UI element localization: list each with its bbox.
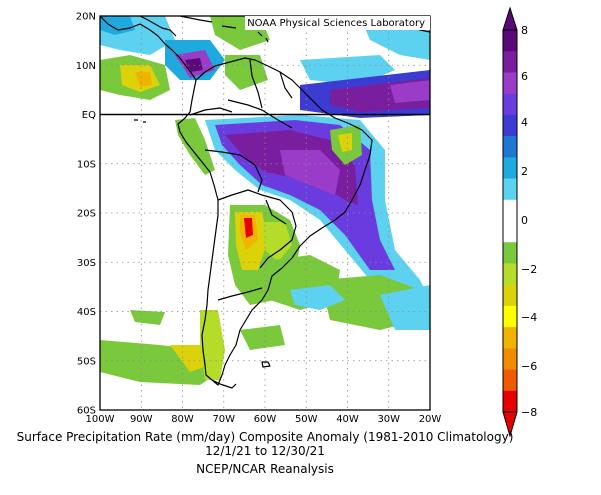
lon-label: 20W bbox=[419, 414, 442, 425]
colorbar-segment bbox=[503, 348, 517, 370]
lat-label: 20S bbox=[77, 209, 96, 220]
lon-label: 50W bbox=[295, 414, 318, 425]
precipitation-anomaly-field bbox=[100, 16, 430, 410]
figure-caption-line1: Surface Precipitation Rate (mm/day) Comp… bbox=[16, 430, 514, 444]
colorbar-label: 8 bbox=[521, 24, 528, 37]
colorbar-label: −6 bbox=[521, 360, 537, 373]
colorbar-segments bbox=[503, 30, 517, 413]
lat-label: 30S bbox=[77, 258, 96, 269]
lat-label: 20N bbox=[76, 12, 96, 23]
lat-label: 50S bbox=[77, 356, 96, 367]
lon-label: 90W bbox=[130, 414, 153, 425]
colorbar-segment bbox=[503, 72, 517, 94]
colorbar-segment bbox=[503, 390, 517, 413]
colorbar-label: −8 bbox=[521, 406, 537, 419]
coastlines bbox=[100, 16, 430, 389]
colorbar-label: 2 bbox=[521, 165, 528, 178]
lon-label: 60W bbox=[254, 414, 277, 425]
colorbar-label: 0 bbox=[521, 214, 528, 227]
colorbar-segment bbox=[503, 93, 517, 116]
figure-caption-line2: 12/1/21 to 12/30/21 bbox=[205, 444, 325, 458]
lat-label: EQ bbox=[82, 110, 96, 121]
colorbar-segment bbox=[503, 242, 517, 264]
colorbar-label: −2 bbox=[521, 263, 537, 276]
lon-label: 80W bbox=[171, 414, 194, 425]
colorbar-segment bbox=[503, 221, 517, 243]
lat-label: 10N bbox=[76, 61, 96, 72]
longitude-labels: 100W 90W 80W 70W 60W 50W 40W 30W 20W bbox=[86, 414, 442, 425]
lon-label: 70W bbox=[212, 414, 235, 425]
colorbar-segment bbox=[503, 136, 517, 158]
colorbar-segment bbox=[503, 305, 517, 328]
figure-caption-line3: NCEP/NCAR Reanalysis bbox=[196, 462, 334, 476]
colorbar-segment bbox=[503, 284, 517, 307]
latitude-labels: 20N 10N EQ 10S 20S 30S 40S 50S 60S bbox=[76, 12, 96, 417]
colorbar-segment bbox=[503, 51, 517, 73]
lon-label: 30W bbox=[377, 414, 400, 425]
colorbar-segment bbox=[503, 327, 517, 349]
colorbar-segment bbox=[503, 369, 517, 392]
lat-label: 40S bbox=[77, 307, 96, 318]
map-credit: NOAA Physical Sciences Laboratory bbox=[247, 18, 425, 29]
colorbar-top-arrow bbox=[502, 6, 518, 31]
colorbar-segment bbox=[503, 157, 517, 179]
colorbar-label: 4 bbox=[521, 116, 528, 129]
colorbar: 8 6 4 2 0 −2 −4 −6 −8 bbox=[502, 6, 537, 438]
credit-background bbox=[245, 16, 430, 30]
colorbar-segment bbox=[503, 263, 517, 285]
colorbar-segment bbox=[503, 30, 517, 52]
colorbar-segment bbox=[503, 114, 517, 137]
lon-label: 100W bbox=[86, 414, 115, 425]
lon-label: 40W bbox=[336, 414, 359, 425]
colorbar-label: 6 bbox=[521, 70, 528, 83]
lat-label: 60S bbox=[77, 406, 96, 417]
colorbar-label: −4 bbox=[521, 311, 537, 324]
colorbar-segment bbox=[503, 199, 517, 222]
colorbar-frame bbox=[502, 29, 518, 413]
colorbar-segment bbox=[503, 178, 517, 201]
lat-label: 10S bbox=[77, 159, 96, 170]
